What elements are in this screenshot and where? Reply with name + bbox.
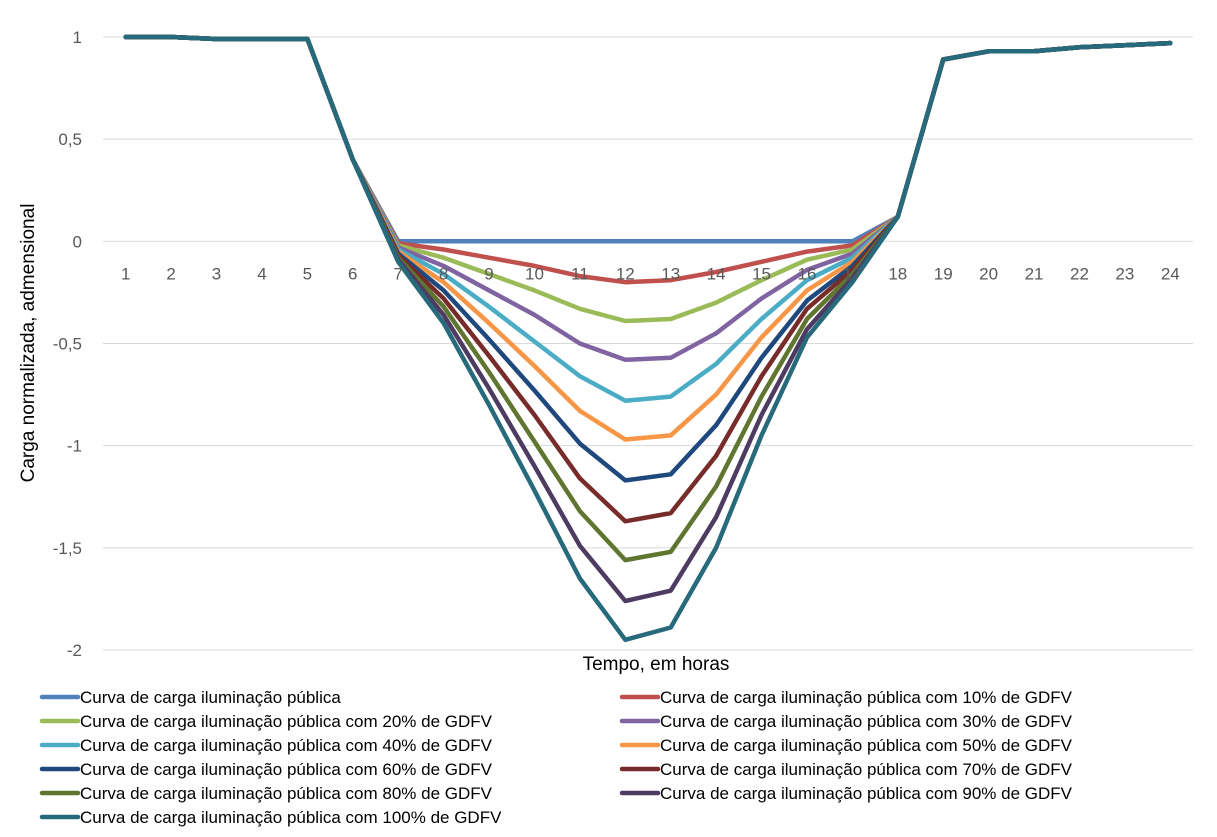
y-tick-label: -1 [67,437,82,456]
legend-item: Curva de carga iluminação pública com 70… [619,760,1073,779]
x-tick-label: 1 [121,264,130,283]
legend-item: Curva de carga iluminação pública com 10… [619,688,1073,707]
series-line-10 [123,34,1173,643]
y-tick-label: -1,5 [53,539,82,558]
x-tick-label: 13 [661,264,680,283]
x-tick-label: 21 [1025,264,1044,283]
legend-label: Curva de carga iluminação pública com 10… [80,808,502,827]
x-tick-label: 5 [303,264,312,283]
x-tick-label: 8 [439,264,448,283]
legend-label: Curva de carga iluminação pública com 90… [660,784,1073,803]
legend-item: Curva de carga iluminação pública com 80… [39,784,493,803]
legend-item: Curva de carga iluminação pública com 40… [39,736,493,755]
y-tick-label: -0,5 [53,335,82,354]
x-tick-label: 23 [1115,264,1134,283]
x-tick-label: 6 [348,264,357,283]
x-tick-label: 24 [1161,264,1180,283]
series-line-4 [123,34,1173,403]
x-tick-label: 12 [616,264,635,283]
legend-label: Curva de carga iluminação pública com 60… [80,760,493,779]
series-line-8 [123,34,1173,563]
legend: Curva de carga iluminação pública Curva d… [39,688,1073,827]
x-tick-label: 7 [393,264,402,283]
x-tick-label: 18 [888,264,907,283]
y-axis-label: Carga normalizada, admensional [18,204,39,483]
legend-item: Curva de carga iluminação pública com 30… [619,712,1073,731]
x-tick-label: 17 [843,264,862,283]
legend-label: Curva de carga iluminação pública com 50… [660,736,1073,755]
legend-label: Curva de carga iluminação pública com 20… [80,712,493,731]
x-tick-label: 9 [484,264,493,283]
legend-item: Curva de carga iluminação pública com 10… [39,808,502,827]
x-tick-label: 2 [166,264,175,283]
series-line-3 [123,34,1173,363]
y-tick-label: 1 [73,28,82,47]
series-line-2 [123,34,1173,324]
series-line-5 [123,34,1173,442]
y-tick-label: 0 [73,232,82,251]
legend-item: Curva de carga iluminação pública [39,688,341,707]
x-tick-label: 22 [1070,264,1089,283]
legend-label: Curva de carga iluminação pública [80,688,341,707]
x-tick-label: 16 [797,264,816,283]
legend-label: Curva de carga iluminação pública com 80… [80,784,493,803]
legend-item: Curva de carga iluminação pública com 90… [619,784,1073,803]
x-tick-label: 15 [752,264,771,283]
legend-label: Curva de carga iluminação pública com 30… [660,712,1073,731]
legend-label: Curva de carga iluminação pública com 40… [80,736,493,755]
legend-label: Curva de carga iluminação pública com 10… [660,688,1073,707]
series-line-1 [123,34,1173,285]
legend-item: Curva de carga iluminação pública com 20… [39,712,493,731]
legend-item: Curva de carga iluminação pública com 50… [619,736,1073,755]
x-tick-label: 3 [212,264,221,283]
legend-item: Curva de carga iluminação pública com 60… [39,760,493,779]
x-tick-label: 11 [571,264,589,283]
series-line-6 [123,34,1173,483]
legend-label: Curva de carga iluminação pública com 70… [660,760,1073,779]
x-axis-label: Tempo, em horas [583,654,730,675]
x-axis-ticks: 1 2 3 4 5 6 7 8 9 10 11 12 13 14 15 16 17 18 19 20 21 22 23 24 [121,264,1180,283]
x-tick-label: 14 [707,264,726,283]
x-tick-label: 20 [979,264,998,283]
y-tick-label: -2 [67,641,82,660]
x-tick-label: 4 [257,264,266,283]
x-tick-label: 19 [934,264,953,283]
y-axis-ticks: 1 0,5 0 -0,5 -1 -1,5 -2 [53,28,82,660]
series-lines [123,34,1173,643]
x-tick-label: 10 [525,264,544,283]
y-tick-label: 0,5 [58,130,82,149]
